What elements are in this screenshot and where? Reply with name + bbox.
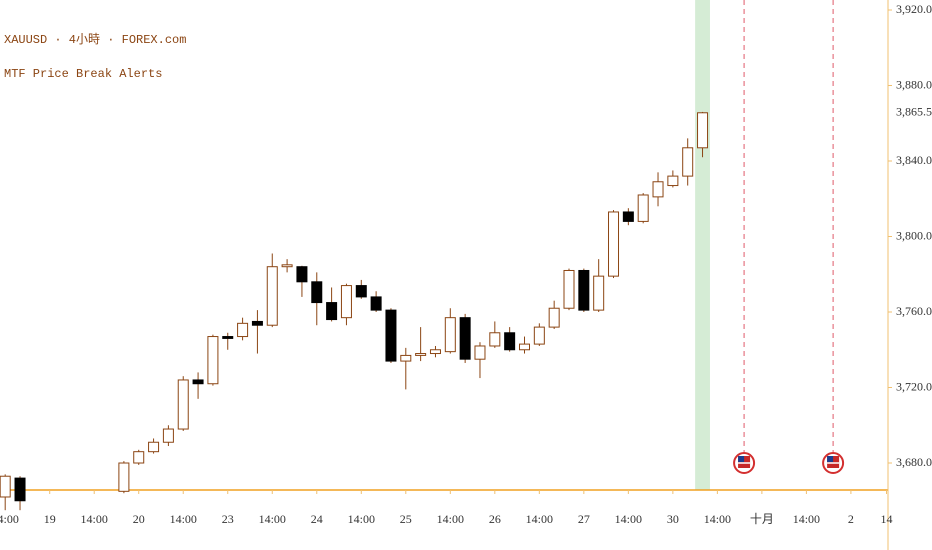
y-tick-label: 3,920.00 <box>896 2 932 16</box>
x-tick-label: 14:00 <box>170 512 197 526</box>
x-tick-label: 14:00 <box>259 512 286 526</box>
candle-body <box>207 336 219 385</box>
candle-body <box>504 332 516 351</box>
candle-body <box>14 477 26 502</box>
x-tick-label: 14:00 <box>348 512 375 526</box>
candle-body <box>192 379 204 385</box>
last-price-label: 3,865.55 <box>896 105 932 119</box>
candle-body <box>311 281 323 304</box>
y-tick-label: 3,800.00 <box>896 228 932 242</box>
candle-body <box>697 112 709 149</box>
x-tick-label: 14:00 <box>0 512 19 526</box>
candle-body <box>593 275 605 311</box>
candle-body <box>682 147 694 177</box>
candle-body <box>563 269 575 309</box>
x-tick-label: 26 <box>489 512 501 526</box>
x-tick-label: 23 <box>222 512 234 526</box>
candle-body <box>548 307 560 328</box>
candle-body <box>652 181 664 198</box>
candle-body <box>474 345 486 360</box>
candle-body <box>608 211 620 277</box>
x-tick-label: 30 <box>667 512 679 526</box>
y-tick-label: 3,880.00 <box>896 77 932 91</box>
candle-body <box>667 175 679 187</box>
candle-body <box>415 353 427 356</box>
x-tick-label: 2 <box>848 512 854 526</box>
y-tick-label: 3,840.00 <box>896 153 932 167</box>
event-flag-canton <box>827 456 834 462</box>
candle-body <box>533 326 545 345</box>
x-tick-label: 14:00 <box>437 512 464 526</box>
candle-body <box>637 194 649 222</box>
x-tick-label: 14:00 <box>81 512 108 526</box>
y-tick-label: 3,680.00 <box>896 455 932 469</box>
x-tick-label: 十月 <box>750 512 774 526</box>
candle-body <box>177 379 189 430</box>
candle-body <box>281 264 293 268</box>
x-tick-label: 24 <box>311 512 323 526</box>
candle-body <box>429 349 441 355</box>
candle-body <box>459 317 471 360</box>
y-tick-label: 3,760.00 <box>896 304 932 318</box>
event-flag-canton <box>738 456 745 462</box>
candle-body <box>133 451 145 464</box>
highlight-band <box>695 0 710 490</box>
x-tick-label: 14:00 <box>526 512 553 526</box>
candle-body <box>489 332 501 347</box>
x-tick-label: 27 <box>578 512 590 526</box>
candle-body <box>148 441 160 453</box>
x-tick-label: 25 <box>400 512 412 526</box>
candle-body <box>355 285 367 298</box>
chart-subtitle: MTF Price Break Alerts <box>4 67 162 81</box>
candle-body <box>296 266 308 283</box>
candle-body <box>518 343 530 351</box>
x-tick-label: 14 <box>881 512 893 526</box>
candle-body <box>118 462 130 492</box>
chart-title: XAUUSD · 4小時 · FOREX.com <box>4 32 186 47</box>
candle-body <box>578 269 590 311</box>
candle-body <box>162 428 174 443</box>
x-tick-label: 19 <box>44 512 56 526</box>
x-tick-label: 14:00 <box>615 512 642 526</box>
candle-body <box>622 211 634 222</box>
candle-body <box>400 354 412 362</box>
candle-body <box>222 336 234 339</box>
candle-body <box>237 322 249 338</box>
candle-body <box>0 475 11 498</box>
candle-body <box>370 296 382 311</box>
x-tick-label: 14:00 <box>793 512 820 526</box>
candle-body <box>444 317 456 353</box>
x-tick-label: 20 <box>133 512 145 526</box>
y-tick-label: 3,720.00 <box>896 379 932 393</box>
candle-body <box>326 302 338 321</box>
candle-body <box>266 266 278 326</box>
x-tick-label: 14:00 <box>704 512 731 526</box>
candle-body <box>340 285 352 319</box>
candle-body <box>251 320 263 326</box>
candle-body <box>385 309 397 362</box>
